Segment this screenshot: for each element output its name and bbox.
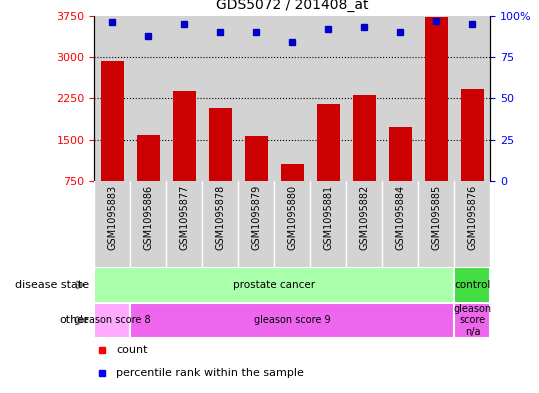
Text: GSM1095879: GSM1095879 (251, 185, 261, 250)
Text: GSM1095878: GSM1095878 (216, 185, 225, 250)
Bar (137, 135, 160, 222)
Text: control: control (454, 280, 490, 290)
Text: gleason
score
n/a: gleason score n/a (453, 304, 492, 337)
Text: GSM1095886: GSM1095886 (143, 185, 154, 250)
Bar (172, 91, 196, 222)
Bar (209, 108, 232, 222)
Text: GSM1095882: GSM1095882 (360, 185, 369, 250)
Text: GSM1095884: GSM1095884 (396, 185, 405, 250)
Bar (353, 95, 376, 222)
Text: GSM1095883: GSM1095883 (107, 185, 118, 250)
Bar (454, 303, 490, 338)
Text: percentile rank within the sample: percentile rank within the sample (116, 368, 304, 378)
Text: GSM1095885: GSM1095885 (431, 185, 441, 250)
Bar (425, 17, 448, 222)
Bar (461, 89, 484, 222)
Title: GDS5072 / 201408_at: GDS5072 / 201408_at (216, 0, 369, 12)
Bar (317, 104, 340, 222)
Bar (389, 127, 412, 222)
Bar (94, 303, 130, 338)
Text: disease state: disease state (15, 280, 89, 290)
Text: prostate cancer: prostate cancer (233, 280, 315, 290)
Text: GSM1095877: GSM1095877 (179, 185, 189, 250)
Text: GSM1095881: GSM1095881 (323, 185, 334, 250)
Text: gleason score 8: gleason score 8 (74, 315, 150, 325)
Text: other: other (59, 315, 89, 325)
Bar (245, 136, 268, 222)
Bar (281, 164, 304, 222)
Bar (454, 267, 490, 303)
Bar (101, 61, 124, 222)
Text: gleason score 9: gleason score 9 (254, 315, 331, 325)
Text: GSM1095880: GSM1095880 (287, 185, 298, 250)
Text: count: count (116, 345, 148, 355)
Text: GSM1095876: GSM1095876 (467, 185, 478, 250)
Bar (130, 303, 454, 338)
